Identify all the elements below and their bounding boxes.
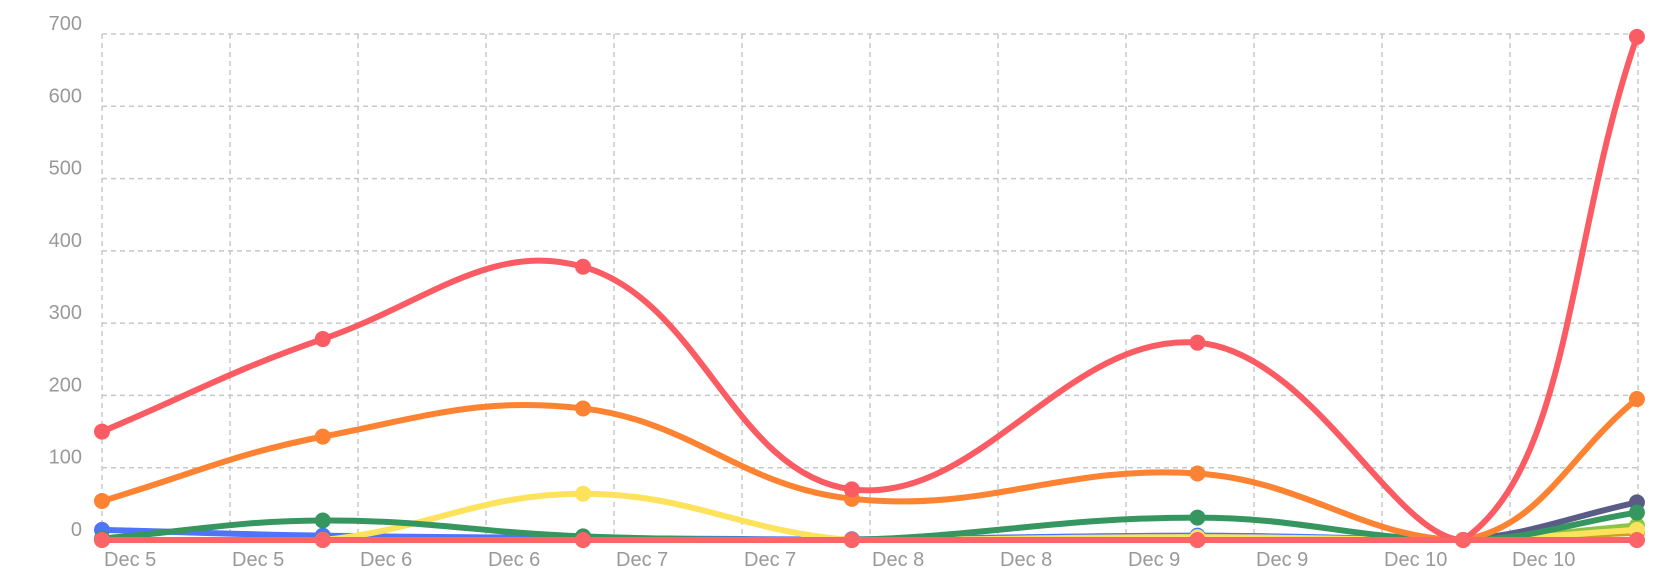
series-7 — [94, 28, 1645, 548]
x-tick-label: Dec 7 — [744, 549, 796, 571]
y-tick-label: 500 — [49, 158, 82, 180]
data-point[interactable] — [1628, 504, 1645, 521]
data-point[interactable] — [1189, 509, 1206, 526]
x-tick-label: Dec 5 — [232, 549, 284, 571]
x-tick-label: Dec 10 — [1384, 549, 1447, 571]
data-point[interactable] — [1455, 532, 1472, 548]
data-point[interactable] — [1628, 391, 1645, 408]
data-point[interactable] — [1189, 532, 1206, 548]
data-point[interactable] — [314, 331, 331, 348]
x-tick-label: Dec 6 — [488, 549, 540, 571]
data-point[interactable] — [843, 532, 860, 548]
y-tick-label: 300 — [49, 302, 82, 324]
x-tick-label: Dec 9 — [1128, 549, 1180, 571]
data-point[interactable] — [314, 512, 331, 529]
data-point[interactable] — [94, 423, 110, 440]
y-tick-label: 0 — [71, 519, 82, 541]
x-tick-label: Dec 8 — [1000, 549, 1052, 571]
data-point[interactable] — [575, 485, 592, 502]
y-axis: 0 100 200 300 400 500 600 700 — [49, 13, 82, 541]
x-tick-label: Dec 6 — [360, 549, 412, 571]
grid — [101, 33, 1639, 540]
y-tick-label: 600 — [49, 85, 82, 107]
data-point[interactable] — [1189, 334, 1206, 351]
x-axis: Dec 5 Dec 5 Dec 6 Dec 6 Dec 7 Dec 7 Dec 8 Dec 8… — [104, 549, 1575, 571]
data-point[interactable] — [575, 258, 592, 275]
y-tick-label: 400 — [49, 230, 82, 252]
x-tick-label: Dec 9 — [1256, 549, 1308, 571]
x-tick-label: Dec 5 — [104, 549, 156, 571]
data-point[interactable] — [1189, 465, 1206, 482]
data-point[interactable] — [575, 532, 592, 548]
series-8 — [94, 532, 1645, 548]
data-point[interactable] — [314, 428, 331, 445]
x-tick-label: Dec 7 — [616, 549, 668, 571]
data-point[interactable] — [1628, 532, 1645, 548]
series-group — [94, 28, 1645, 548]
y-tick-label: 100 — [49, 447, 82, 469]
y-tick-label: 200 — [49, 374, 82, 396]
x-tick-label: Dec 8 — [872, 549, 924, 571]
data-point[interactable] — [314, 532, 331, 548]
y-tick-label: 700 — [49, 13, 82, 35]
data-point[interactable] — [94, 532, 110, 548]
data-point[interactable] — [843, 481, 860, 498]
data-point[interactable] — [575, 400, 592, 417]
data-point[interactable] — [94, 492, 110, 509]
series-line — [99, 33, 1640, 544]
x-tick-label: Dec 10 — [1512, 549, 1575, 571]
data-point[interactable] — [1628, 28, 1645, 45]
